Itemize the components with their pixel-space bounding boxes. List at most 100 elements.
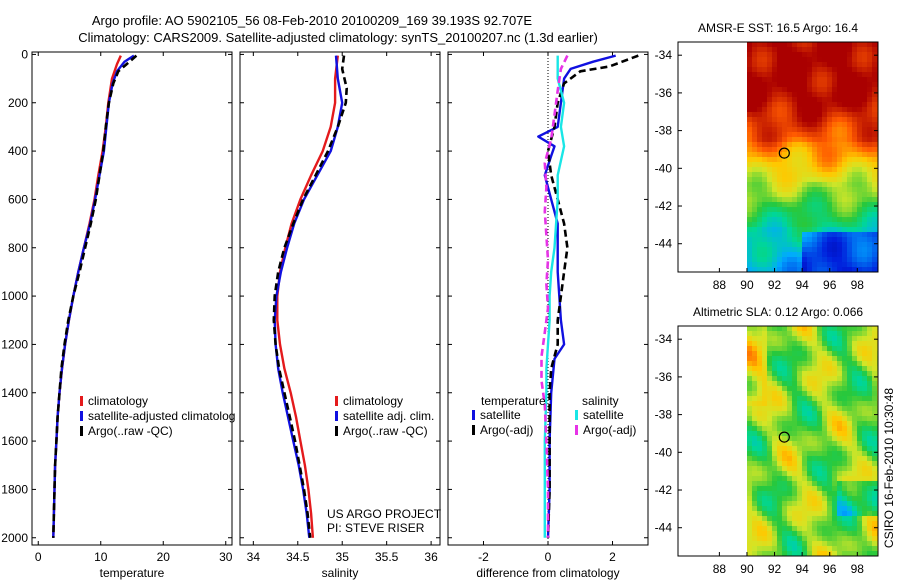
- map-cell: [822, 247, 828, 253]
- x-tick-label: 0: [35, 550, 42, 564]
- map-cell: [802, 386, 808, 392]
- map-cell: [767, 137, 773, 143]
- map-cell: [842, 137, 848, 143]
- map-cell: [812, 431, 818, 437]
- map-cell: [792, 77, 798, 83]
- map-cell: [787, 187, 793, 193]
- map-cell: [777, 62, 783, 68]
- map-cell: [847, 526, 853, 532]
- map-cell: [777, 157, 783, 163]
- map-cell: [802, 132, 808, 138]
- map-cell: [767, 232, 773, 238]
- map-cell: [757, 152, 763, 158]
- map-cell: [802, 466, 808, 472]
- map-cell: [862, 42, 868, 48]
- map-cell: [787, 466, 793, 472]
- map-cell: [782, 476, 788, 482]
- map-cell: [847, 177, 853, 183]
- map-cell: [772, 87, 778, 93]
- map-cell: [812, 511, 818, 517]
- map-cell: [817, 481, 823, 487]
- map-cell: [837, 506, 843, 512]
- map-cell: [797, 102, 803, 108]
- map-cell: [802, 127, 808, 133]
- map-cell: [827, 137, 833, 143]
- map-cell: [782, 531, 788, 537]
- map-cell: [842, 326, 848, 332]
- map-cell: [822, 227, 828, 233]
- map-cell: [817, 341, 823, 347]
- map-cell: [757, 137, 763, 143]
- map-cell: [832, 551, 838, 557]
- map-cell: [867, 252, 873, 258]
- map-cell: [832, 212, 838, 218]
- map-cell: [837, 182, 843, 188]
- map-cell: [862, 341, 868, 347]
- map-cell: [812, 536, 818, 542]
- map-cell: [797, 431, 803, 437]
- map-cell: [852, 431, 858, 437]
- map-cell: [832, 237, 838, 243]
- map-cell: [852, 137, 858, 143]
- map-cell: [822, 356, 828, 362]
- map-cell: [827, 376, 833, 382]
- map-cell: [777, 257, 783, 263]
- map-cell: [762, 107, 768, 113]
- map-cell: [752, 416, 758, 422]
- map-cell: [802, 262, 808, 268]
- map-cell: [827, 541, 833, 547]
- map-cell: [817, 536, 823, 542]
- map-cell: [782, 127, 788, 133]
- map-cell: [812, 501, 818, 507]
- map-cell: [812, 516, 818, 522]
- map-cell: [837, 132, 843, 138]
- map-cell: [752, 222, 758, 228]
- map-cell: [837, 77, 843, 83]
- map-cell: [857, 431, 863, 437]
- argo-location-marker: [778, 147, 790, 159]
- map-cell: [842, 97, 848, 103]
- map-cell: [807, 162, 813, 168]
- map-cell: [752, 436, 758, 442]
- map-cell: [807, 361, 813, 367]
- map-cell: [827, 451, 833, 457]
- map-cell: [807, 471, 813, 477]
- map-cell: [847, 466, 853, 472]
- map-cell: [762, 167, 768, 173]
- map-cell: [852, 192, 858, 198]
- map-cell: [757, 411, 763, 417]
- map-cell: [837, 62, 843, 68]
- map-cell: [797, 486, 803, 492]
- map-cell: [817, 127, 823, 133]
- map-cell: [787, 102, 793, 108]
- map-cell: [832, 207, 838, 213]
- map-cell: [802, 376, 808, 382]
- map-cell: [782, 222, 788, 228]
- map-cell: [872, 97, 878, 103]
- map-cell: [847, 391, 853, 397]
- map-cell: [837, 262, 843, 268]
- map-cell: [867, 92, 873, 98]
- map-cell: [807, 431, 813, 437]
- map-cell: [782, 511, 788, 517]
- map-cell: [852, 207, 858, 213]
- map-cell: [767, 326, 773, 332]
- map-cell: [752, 112, 758, 118]
- axes-frame: [239, 51, 441, 546]
- map-cell: [747, 496, 753, 502]
- map-cell: [862, 247, 868, 253]
- map-cell: [852, 237, 858, 243]
- map-cell: [787, 501, 793, 507]
- map-cell: [812, 356, 818, 362]
- map-cell: [762, 336, 768, 342]
- map-cell: [752, 511, 758, 517]
- map-cell: [807, 197, 813, 203]
- map-cell: [797, 227, 803, 233]
- map-cell: [807, 207, 813, 213]
- map-cell: [767, 396, 773, 402]
- map-cell: [832, 431, 838, 437]
- map-cell: [842, 351, 848, 357]
- map-cell: [802, 187, 808, 193]
- map-cell: [757, 396, 763, 402]
- map-cell: [872, 122, 878, 128]
